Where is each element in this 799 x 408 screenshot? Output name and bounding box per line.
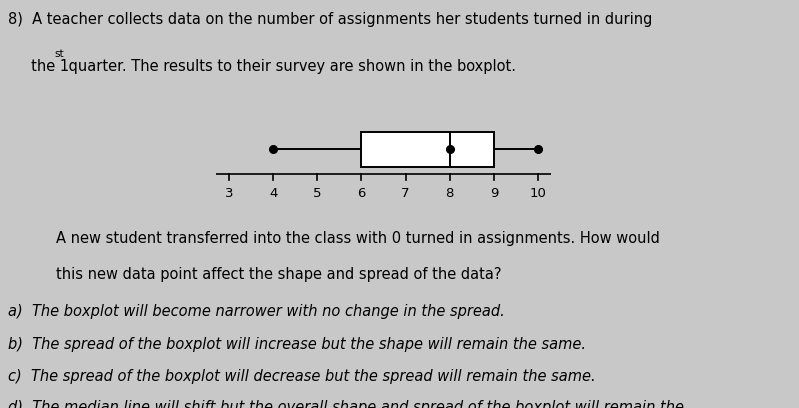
Text: 3: 3 (225, 186, 233, 200)
Text: d)  The median line will shift but the overall shape and spread of the boxplot w: d) The median line will shift but the ov… (8, 400, 684, 408)
Text: quarter. The results to their survey are shown in the boxplot.: quarter. The results to their survey are… (64, 59, 516, 74)
Text: this new data point affect the shape and spread of the data?: this new data point affect the shape and… (56, 267, 502, 282)
Text: the 1: the 1 (8, 59, 70, 74)
Text: 8: 8 (446, 186, 454, 200)
Text: A new student transferred into the class with 0 turned in assignments. How would: A new student transferred into the class… (56, 231, 660, 246)
Text: 5: 5 (313, 186, 321, 200)
Text: st: st (54, 49, 65, 59)
Text: c)  The spread of the boxplot will decrease but the spread will remain the same.: c) The spread of the boxplot will decrea… (8, 369, 595, 384)
Text: 9: 9 (490, 186, 498, 200)
Text: 6: 6 (357, 186, 366, 200)
Text: 4: 4 (269, 186, 277, 200)
Text: 8)  A teacher collects data on the number of assignments her students turned in : 8) A teacher collects data on the number… (8, 12, 652, 27)
Text: 7: 7 (401, 186, 410, 200)
Text: 10: 10 (530, 186, 547, 200)
Text: b)  The spread of the boxplot will increase but the shape will remain the same.: b) The spread of the boxplot will increa… (8, 337, 586, 352)
Bar (361, 132, 494, 166)
Text: a)  The boxplot will become narrower with no change in the spread.: a) The boxplot will become narrower with… (8, 304, 505, 319)
